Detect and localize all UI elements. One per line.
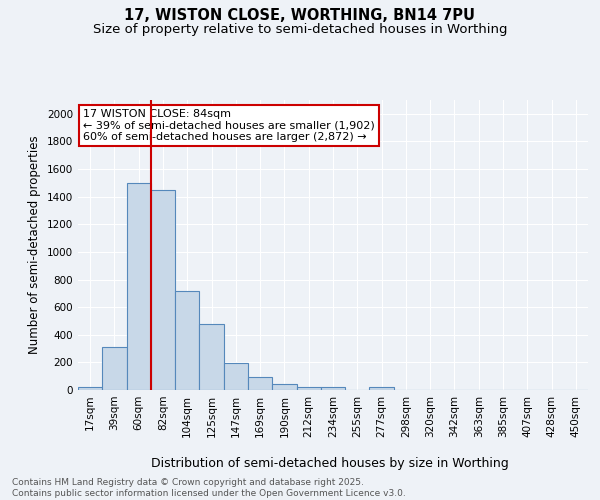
Text: Distribution of semi-detached houses by size in Worthing: Distribution of semi-detached houses by … <box>151 458 509 470</box>
Y-axis label: Number of semi-detached properties: Number of semi-detached properties <box>28 136 41 354</box>
Bar <box>321 387 345 390</box>
Bar <box>296 386 321 390</box>
Bar <box>151 190 175 390</box>
Bar <box>272 384 296 390</box>
Bar <box>248 377 272 390</box>
Bar <box>175 290 199 390</box>
Bar <box>102 346 127 390</box>
Bar <box>224 363 248 390</box>
Text: 17 WISTON CLOSE: 84sqm
← 39% of semi-detached houses are smaller (1,902)
60% of : 17 WISTON CLOSE: 84sqm ← 39% of semi-det… <box>83 108 375 142</box>
Text: Contains HM Land Registry data © Crown copyright and database right 2025.
Contai: Contains HM Land Registry data © Crown c… <box>12 478 406 498</box>
Text: 17, WISTON CLOSE, WORTHING, BN14 7PU: 17, WISTON CLOSE, WORTHING, BN14 7PU <box>125 8 476 22</box>
Bar <box>127 183 151 390</box>
Bar <box>199 324 224 390</box>
Text: Size of property relative to semi-detached houses in Worthing: Size of property relative to semi-detach… <box>93 22 507 36</box>
Bar <box>78 387 102 390</box>
Bar <box>370 387 394 390</box>
